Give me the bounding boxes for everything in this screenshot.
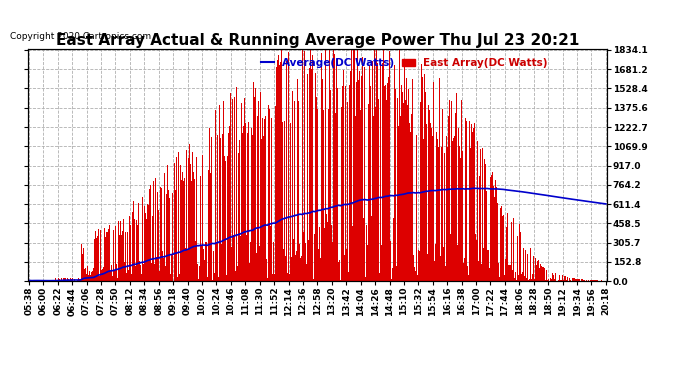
Title: East Array Actual & Running Average Power Thu Jul 23 20:21: East Array Actual & Running Average Powe… — [56, 33, 579, 48]
Text: Copyright 2020 Cartronics.com: Copyright 2020 Cartronics.com — [10, 32, 152, 41]
Legend: Average(DC Watts), East Array(DC Watts): Average(DC Watts), East Array(DC Watts) — [257, 54, 552, 72]
